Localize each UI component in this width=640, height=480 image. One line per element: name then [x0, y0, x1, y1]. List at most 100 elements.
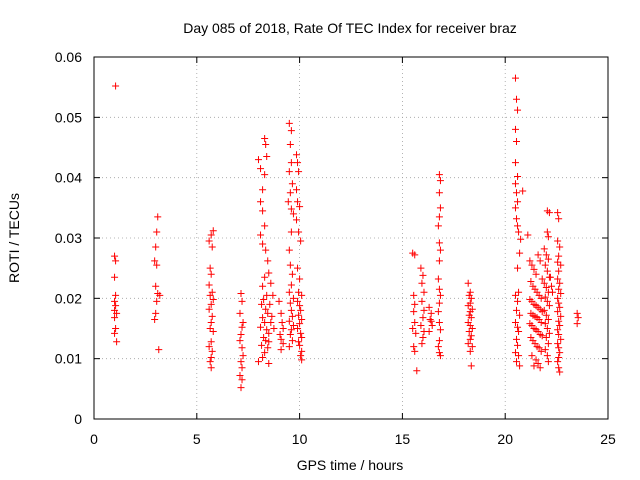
data-point — [436, 177, 444, 185]
data-point — [208, 243, 216, 251]
data-point — [554, 294, 562, 302]
data-point — [467, 332, 475, 340]
data-point — [511, 180, 519, 188]
data-point — [205, 343, 213, 351]
data-point — [413, 367, 421, 375]
data-point — [259, 240, 267, 248]
data-point — [511, 204, 519, 212]
data-point — [262, 337, 270, 345]
data-point — [261, 349, 269, 357]
data-point — [544, 358, 552, 366]
data-point — [428, 321, 436, 329]
data-point — [270, 325, 278, 332]
data-point — [206, 264, 214, 272]
data-point — [111, 252, 119, 260]
x-tick-label: 15 — [395, 431, 411, 447]
data-point — [543, 297, 551, 305]
data-point — [285, 168, 293, 176]
data-point — [298, 334, 306, 342]
data-point — [556, 279, 564, 287]
data-point — [236, 337, 244, 345]
data-point — [268, 312, 276, 320]
data-point — [524, 231, 532, 239]
data-point — [295, 338, 303, 346]
data-point — [514, 222, 522, 230]
data-point — [153, 228, 161, 236]
data-point — [298, 291, 306, 299]
data-point — [434, 275, 442, 283]
data-point — [419, 334, 427, 342]
data-point — [513, 137, 521, 145]
data-point — [528, 352, 536, 360]
data-point — [542, 283, 550, 291]
data-point — [298, 347, 306, 355]
data-point — [294, 325, 302, 332]
data-point — [537, 347, 545, 355]
data-point — [238, 364, 246, 372]
data-point — [151, 315, 159, 323]
data-point — [573, 320, 581, 328]
data-point — [112, 291, 120, 299]
data-point — [434, 222, 442, 230]
data-point — [555, 317, 563, 325]
data-point — [554, 308, 562, 316]
y-tick-label: 0.04 — [55, 170, 82, 186]
data-point — [514, 198, 522, 206]
data-point — [285, 317, 293, 325]
data-point — [557, 261, 565, 269]
data-point — [152, 243, 160, 251]
data-point — [237, 384, 245, 392]
x-tick-label: 25 — [600, 431, 616, 447]
data-point — [294, 297, 302, 305]
data-point — [257, 231, 265, 239]
data-point — [296, 341, 304, 349]
data-point — [418, 279, 426, 287]
axis-tick-labels: 0 5 10 15 20 25 0 0.01 0.02 0.03 0.04 0.05 0.06 — [55, 49, 616, 447]
data-point — [295, 288, 303, 296]
data-point — [464, 279, 472, 287]
data-point — [259, 186, 267, 194]
data-point — [260, 296, 268, 304]
data-point — [537, 294, 545, 302]
data-point — [419, 271, 427, 279]
data-point — [545, 329, 553, 337]
data-point — [466, 335, 474, 343]
data-point — [435, 239, 443, 247]
data-point — [410, 343, 418, 351]
data-point — [541, 346, 549, 354]
data-point — [536, 364, 544, 372]
data-point — [205, 305, 213, 313]
data-point — [555, 353, 563, 361]
data-point — [543, 228, 551, 236]
data-point — [293, 151, 301, 159]
data-point — [261, 171, 269, 179]
data-point — [112, 325, 120, 332]
data-point — [554, 358, 562, 366]
data-point — [557, 335, 565, 343]
data-point — [516, 311, 524, 319]
data-point — [434, 343, 442, 351]
data-point — [467, 294, 475, 302]
data-point — [264, 344, 272, 352]
data-point — [554, 275, 562, 283]
data-point — [465, 328, 473, 336]
data-point — [555, 285, 563, 293]
data-point — [557, 312, 565, 320]
data-point — [156, 291, 164, 299]
data-point — [288, 270, 296, 278]
data-point — [111, 329, 119, 337]
data-point — [263, 326, 271, 334]
data-point — [464, 302, 472, 310]
data-point — [287, 306, 295, 314]
data-point — [111, 314, 119, 322]
data-point — [259, 314, 267, 322]
data-point — [574, 314, 582, 322]
data-point — [543, 352, 551, 360]
data-point — [262, 305, 270, 313]
data-point — [295, 311, 303, 319]
data-point — [287, 159, 295, 167]
data-point — [544, 340, 552, 348]
data-point — [514, 106, 522, 114]
data-point — [513, 335, 521, 343]
